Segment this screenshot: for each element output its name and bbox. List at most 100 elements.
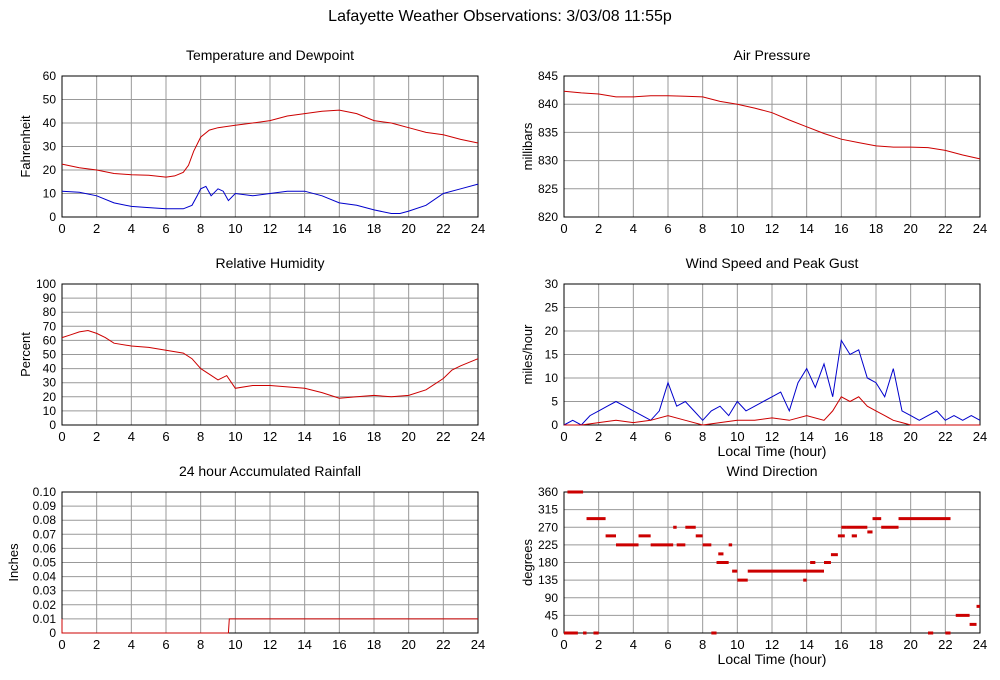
y-tick-label: 50 [43, 93, 57, 107]
y-tick-label: 30 [43, 376, 57, 390]
chart-title: Wind Speed and Peak Gust [686, 255, 859, 271]
x-tick-label: 20 [401, 637, 415, 652]
x-tick-label: 16 [834, 637, 848, 652]
x-tick-label: 10 [228, 221, 242, 236]
y-tick-label: 0.07 [33, 527, 57, 541]
x-tick-label: 2 [595, 637, 602, 652]
x-tick-label: 8 [699, 429, 706, 444]
y-axis-label: millibars [520, 122, 535, 170]
series-line-0 [61, 109, 479, 178]
y-tick-label: 90 [43, 291, 57, 305]
y-tick-label: 10 [545, 371, 559, 385]
y-tick-label: 0.06 [33, 541, 57, 555]
x-tick-label: 16 [834, 429, 848, 444]
plot-frame [563, 491, 981, 634]
x-tick-label: 20 [401, 429, 415, 444]
x-tick-label: 4 [630, 429, 637, 444]
x-tick-label: 16 [332, 637, 346, 652]
y-tick-label: 0.03 [33, 584, 57, 598]
x-tick-label: 6 [162, 637, 169, 652]
x-tick-label: 22 [938, 429, 952, 444]
y-tick-label: 0 [49, 210, 56, 224]
x-tick-label: 24 [471, 429, 485, 444]
x-tick-label: 8 [197, 429, 204, 444]
y-axis-label: Inches [6, 543, 21, 582]
x-tick-label: 2 [93, 429, 100, 444]
x-tick-label: 16 [834, 221, 848, 236]
y-tick-label: 40 [43, 116, 57, 130]
y-tick-label: 70 [43, 319, 57, 333]
x-tick-label: 12 [263, 637, 277, 652]
plot-frame [61, 491, 479, 634]
y-tick-label: 840 [538, 97, 558, 111]
x-axis-label: Local Time (hour) [718, 443, 827, 459]
y-tick-label: 5 [551, 395, 558, 409]
x-tick-label: 14 [297, 221, 311, 236]
y-tick-label: 100 [36, 277, 56, 291]
y-tick-label: 135 [538, 573, 558, 587]
x-tick-label: 22 [436, 221, 450, 236]
y-tick-label: 820 [538, 210, 558, 224]
x-tick-label: 14 [297, 429, 311, 444]
x-tick-label: 4 [630, 637, 637, 652]
y-tick-label: 225 [538, 538, 558, 552]
x-tick-label: 0 [58, 429, 65, 444]
y-tick-label: 0.09 [33, 499, 57, 513]
chart-title: 24 hour Accumulated Rainfall [179, 463, 361, 479]
y-tick-label: 0.05 [33, 556, 57, 570]
x-axis-label: Local Time (hour) [718, 651, 827, 667]
x-tick-label: 18 [367, 221, 381, 236]
x-tick-label: 16 [332, 221, 346, 236]
plot-frame [61, 75, 479, 218]
x-tick-label: 18 [869, 221, 883, 236]
series-line-0 [61, 618, 478, 634]
x-tick-label: 24 [471, 637, 485, 652]
x-tick-label: 8 [197, 221, 204, 236]
x-tick-label: 14 [799, 221, 813, 236]
x-tick-label: 4 [128, 221, 135, 236]
x-tick-label: 8 [197, 637, 204, 652]
y-tick-label: 360 [538, 485, 558, 499]
y-tick-label: 60 [43, 333, 57, 347]
y-tick-label: 90 [545, 591, 559, 605]
x-tick-label: 10 [228, 637, 242, 652]
x-tick-label: 6 [162, 429, 169, 444]
x-tick-label: 12 [765, 221, 779, 236]
x-tick-label: 10 [228, 429, 242, 444]
x-tick-label: 10 [730, 429, 744, 444]
y-tick-label: 0.02 [33, 598, 57, 612]
chart-title: Relative Humidity [216, 255, 325, 271]
y-tick-label: 30 [545, 277, 559, 291]
y-tick-label: 180 [538, 556, 558, 570]
y-tick-label: 10 [43, 187, 57, 201]
x-tick-label: 18 [869, 429, 883, 444]
y-tick-label: 0.10 [33, 485, 57, 499]
x-tick-label: 0 [560, 221, 567, 236]
y-axis-label: Fahrenheit [18, 115, 33, 178]
x-tick-label: 24 [973, 637, 987, 652]
x-tick-label: 8 [699, 221, 706, 236]
x-tick-label: 0 [58, 221, 65, 236]
y-tick-label: 0 [551, 626, 558, 640]
y-tick-label: 0 [551, 418, 558, 432]
x-tick-label: 0 [560, 637, 567, 652]
y-axis-label: Percent [18, 332, 33, 377]
chart-title: Air Pressure [733, 47, 810, 63]
x-tick-label: 14 [799, 637, 813, 652]
x-tick-label: 24 [973, 429, 987, 444]
y-tick-label: 0 [49, 626, 56, 640]
x-tick-label: 20 [903, 429, 917, 444]
y-tick-label: 25 [545, 301, 559, 315]
x-tick-label: 0 [58, 637, 65, 652]
x-tick-label: 20 [401, 221, 415, 236]
y-tick-label: 0.08 [33, 513, 57, 527]
x-tick-label: 8 [699, 637, 706, 652]
x-tick-label: 24 [973, 221, 987, 236]
x-tick-label: 14 [799, 429, 813, 444]
